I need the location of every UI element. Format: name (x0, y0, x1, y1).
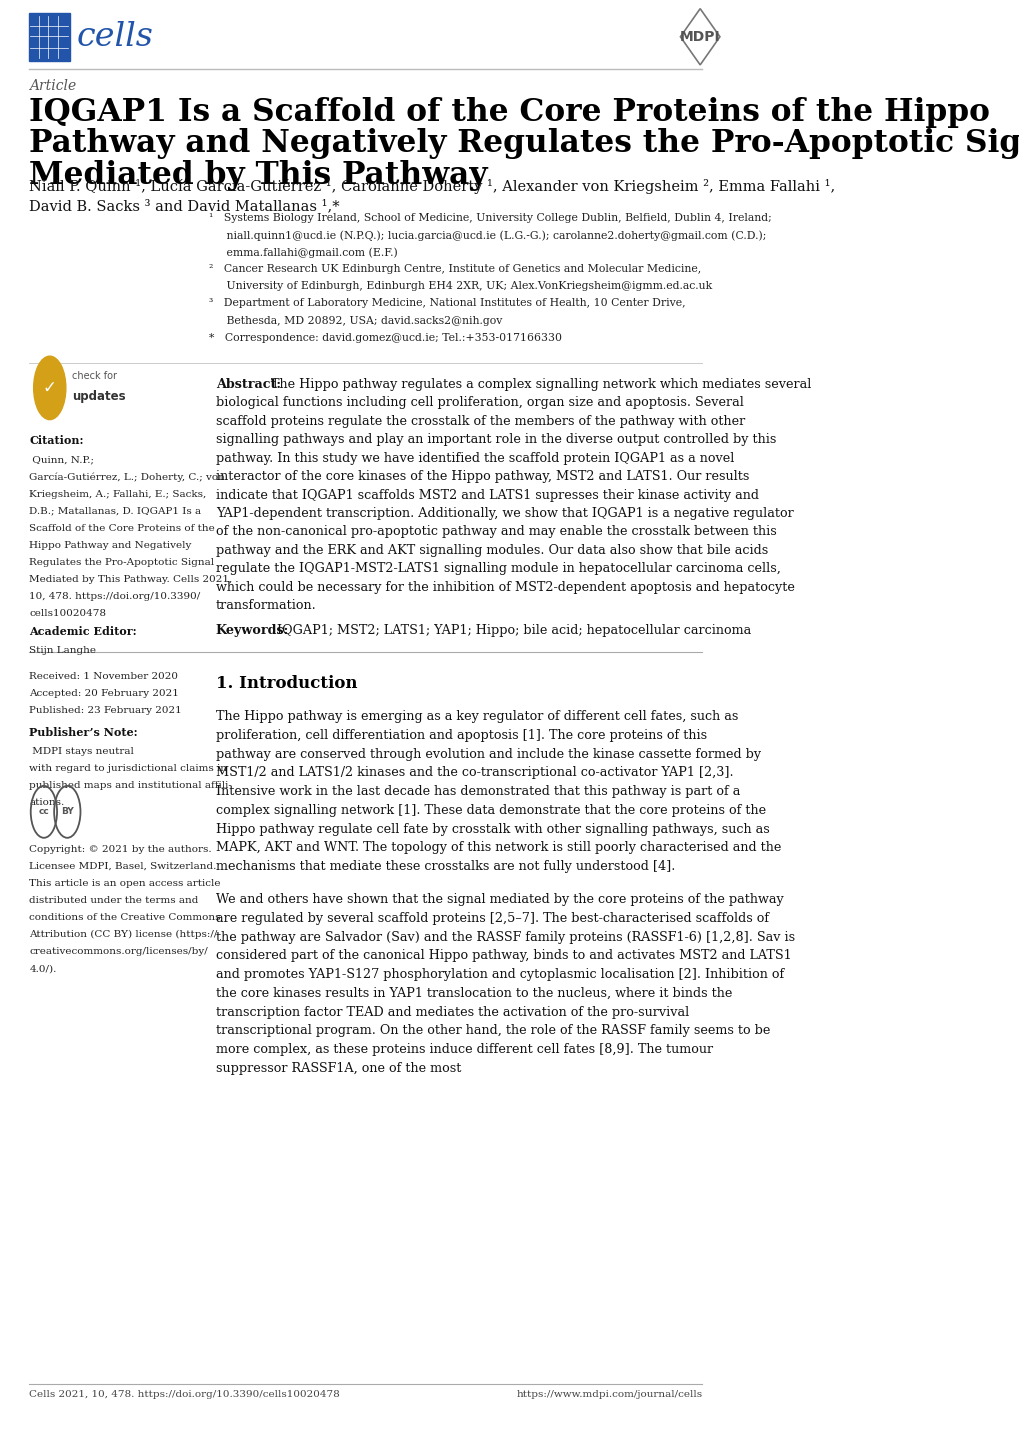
Text: biological functions including cell proliferation, organ size and apoptosis. Sev: biological functions including cell prol… (216, 397, 743, 410)
Text: creativecommons.org/licenses/by/: creativecommons.org/licenses/by/ (30, 947, 208, 956)
Text: complex signalling network [1]. These data demonstrate that the core proteins of: complex signalling network [1]. These da… (216, 803, 765, 816)
Text: pathway and the ERK and AKT signalling modules. Our data also show that bile aci: pathway and the ERK and AKT signalling m… (216, 544, 767, 557)
Text: cc: cc (39, 808, 49, 816)
Text: conditions of the Creative Commons: conditions of the Creative Commons (30, 913, 220, 921)
Text: considered part of the canonical Hippo pathway, binds to and activates MST2 and : considered part of the canonical Hippo p… (216, 949, 791, 962)
Text: David B. Sacks ³ and David Matallanas ¹,*: David B. Sacks ³ and David Matallanas ¹,… (30, 199, 339, 213)
Text: Keywords:: Keywords: (216, 623, 288, 636)
Text: suppressor RASSF1A, one of the most: suppressor RASSF1A, one of the most (216, 1061, 461, 1074)
Text: regulate the IQGAP1-MST2-LATS1 signalling module in hepatocellular carcinoma cel: regulate the IQGAP1-MST2-LATS1 signallin… (216, 562, 780, 575)
Text: Citation:: Citation: (30, 435, 84, 447)
Text: Copyright: © 2021 by the authors.: Copyright: © 2021 by the authors. (30, 845, 212, 854)
Text: 1. Introduction: 1. Introduction (216, 675, 357, 692)
Text: *   Correspondence: david.gomez@ucd.ie; Tel.:+353-017166330: * Correspondence: david.gomez@ucd.ie; Te… (208, 333, 561, 343)
Text: Article: Article (30, 79, 76, 94)
Text: niall.quinn1@ucd.ie (N.P.Q.); lucia.garcia@ucd.ie (L.G.-G.); carolanne2.doherty@: niall.quinn1@ucd.ie (N.P.Q.); lucia.garc… (208, 231, 765, 241)
Text: YAP1-dependent transcription. Additionally, we show that IQGAP1 is a negative re: YAP1-dependent transcription. Additional… (216, 508, 793, 521)
Text: Niall P. Quinn ¹, Lucía García-Gutiérrez ¹, Carolanne Doherty ¹, Alexander von K: Niall P. Quinn ¹, Lucía García-Gutiérrez… (30, 179, 835, 193)
Text: ✓: ✓ (43, 379, 57, 397)
Text: Regulates the Pro-Apoptotic Signal: Regulates the Pro-Apoptotic Signal (30, 558, 214, 567)
Text: mechanisms that mediate these crosstalks are not fully understood [4].: mechanisms that mediate these crosstalks… (216, 859, 675, 872)
Text: the pathway are Salvador (Sav) and the RASSF family proteins (RASSF1-6) [1,2,8].: the pathway are Salvador (Sav) and the R… (216, 930, 794, 943)
Text: more complex, as these proteins induce different cell fates [8,9]. The tumour: more complex, as these proteins induce d… (216, 1043, 712, 1056)
Text: updates: updates (71, 389, 125, 404)
Text: transcriptional program. On the other hand, the role of the RASSF family seems t: transcriptional program. On the other ha… (216, 1024, 769, 1037)
Text: https://www.mdpi.com/journal/cells: https://www.mdpi.com/journal/cells (516, 1390, 702, 1399)
Text: Abstract:: Abstract: (216, 378, 280, 391)
Text: Hippo Pathway and Negatively: Hippo Pathway and Negatively (30, 541, 192, 549)
Text: proliferation, cell differentiation and apoptosis [1]. The core proteins of this: proliferation, cell differentiation and … (216, 728, 706, 741)
Text: ³   Department of Laboratory Medicine, National Institutes of Health, 10 Center : ³ Department of Laboratory Medicine, Nat… (208, 298, 685, 309)
Text: BY: BY (61, 808, 73, 816)
Text: the core kinases results in YAP1 translocation to the nucleus, where it binds th: the core kinases results in YAP1 translo… (216, 986, 732, 999)
Text: pathway. In this study we have identified the scaffold protein IQGAP1 as a novel: pathway. In this study we have identifie… (216, 451, 734, 464)
Text: Quinn, N.P.;: Quinn, N.P.; (30, 456, 94, 464)
Text: Publisher’s Note:: Publisher’s Note: (30, 727, 138, 738)
Text: Stijn Langhe: Stijn Langhe (30, 646, 96, 655)
Text: distributed under the terms and: distributed under the terms and (30, 895, 199, 906)
Text: ¹   Systems Biology Ireland, School of Medicine, University College Dublin, Belf: ¹ Systems Biology Ireland, School of Med… (208, 213, 770, 224)
Text: Received: 1 November 2020: Received: 1 November 2020 (30, 672, 178, 681)
Text: Bethesda, MD 20892, USA; david.sacks2@nih.gov: Bethesda, MD 20892, USA; david.sacks2@ni… (208, 316, 501, 326)
Text: scaffold proteins regulate the crosstalk of the members of the pathway with othe: scaffold proteins regulate the crosstalk… (216, 415, 744, 428)
Text: which could be necessary for the inhibition of MST2-dependent apoptosis and hepa: which could be necessary for the inhibit… (216, 581, 794, 594)
Text: published maps and institutional affili-: published maps and institutional affili- (30, 782, 232, 790)
Text: check for: check for (71, 372, 116, 381)
Text: pathway are conserved through evolution and include the kinase cassette formed b: pathway are conserved through evolution … (216, 747, 760, 760)
Text: This article is an open access article: This article is an open access article (30, 880, 220, 888)
Text: Published: 23 February 2021: Published: 23 February 2021 (30, 707, 181, 715)
Text: signalling pathways and play an important role in the diverse output controlled : signalling pathways and play an importan… (216, 433, 775, 446)
Text: Hippo pathway regulate cell fate by crosstalk with other signalling pathways, su: Hippo pathway regulate cell fate by cros… (216, 822, 768, 835)
Text: MDPI: MDPI (680, 30, 719, 43)
Text: Pathway and Negatively Regulates the Pro-Apoptotic Signal: Pathway and Negatively Regulates the Pro… (30, 128, 1019, 159)
Text: with regard to jurisdictional claims in: with regard to jurisdictional claims in (30, 764, 227, 773)
Text: ations.: ations. (30, 797, 64, 808)
Text: cells: cells (76, 20, 154, 53)
Text: Licensee MDPI, Basel, Switzerland.: Licensee MDPI, Basel, Switzerland. (30, 862, 216, 871)
Text: Accepted: 20 February 2021: Accepted: 20 February 2021 (30, 689, 179, 698)
Text: Cells 2021, 10, 478. https://doi.org/10.3390/cells10020478: Cells 2021, 10, 478. https://doi.org/10.… (30, 1390, 339, 1399)
Text: Mediated by This Pathway: Mediated by This Pathway (30, 160, 487, 190)
Text: Intensive work in the last decade has demonstrated that this pathway is part of : Intensive work in the last decade has de… (216, 784, 740, 797)
Text: We and others have shown that the signal mediated by the core proteins of the pa: We and others have shown that the signal… (216, 893, 783, 906)
Text: D.B.; Matallanas, D. IQGAP1 Is a: D.B.; Matallanas, D. IQGAP1 Is a (30, 506, 201, 516)
Text: MDPI stays neutral: MDPI stays neutral (30, 747, 135, 756)
Text: Kriegsheim, A.; Fallahi, E.; Sacks,: Kriegsheim, A.; Fallahi, E.; Sacks, (30, 490, 206, 499)
Text: cells10020478: cells10020478 (30, 609, 106, 617)
Text: The Hippo pathway is emerging as a key regulator of different cell fates, such a: The Hippo pathway is emerging as a key r… (216, 709, 738, 722)
Text: emma.fallahi@gmail.com (E.F.): emma.fallahi@gmail.com (E.F.) (208, 248, 396, 258)
Text: of the non-canonical pro-apoptotic pathway and may enable the crosstalk between : of the non-canonical pro-apoptotic pathw… (216, 525, 775, 538)
Text: 10, 478. https://doi.org/10.3390/: 10, 478. https://doi.org/10.3390/ (30, 591, 201, 601)
Text: transformation.: transformation. (216, 600, 316, 613)
FancyBboxPatch shape (30, 13, 69, 61)
Text: The Hippo pathway regulates a complex signalling network which mediates several: The Hippo pathway regulates a complex si… (270, 378, 810, 391)
Text: University of Edinburgh, Edinburgh EH4 2XR, UK; Alex.VonKriegsheim@igmm.ed.ac.uk: University of Edinburgh, Edinburgh EH4 2… (208, 281, 711, 291)
Text: IQGAP1 Is a Scaffold of the Core Proteins of the Hippo: IQGAP1 Is a Scaffold of the Core Protein… (30, 97, 989, 127)
Text: Attribution (CC BY) license (https://: Attribution (CC BY) license (https:// (30, 930, 217, 939)
Text: Academic Editor:: Academic Editor: (30, 626, 137, 637)
Circle shape (34, 356, 66, 420)
Text: indicate that IQGAP1 scaffolds MST2 and LATS1 supresses their kinase activity an: indicate that IQGAP1 scaffolds MST2 and … (216, 489, 758, 502)
Text: MAPK, AKT and WNT. The topology of this network is still poorly characterised an: MAPK, AKT and WNT. The topology of this … (216, 841, 781, 854)
Text: Scaffold of the Core Proteins of the: Scaffold of the Core Proteins of the (30, 523, 215, 532)
Text: transcription factor TEAD and mediates the activation of the pro-survival: transcription factor TEAD and mediates t… (216, 1005, 689, 1018)
Text: ²   Cancer Research UK Edinburgh Centre, Institute of Genetics and Molecular Med: ² Cancer Research UK Edinburgh Centre, I… (208, 264, 700, 274)
Text: García-Gutiérrez, L.; Doherty, C.; von: García-Gutiérrez, L.; Doherty, C.; von (30, 473, 225, 482)
Text: Mediated by This Pathway. Cells 2021,: Mediated by This Pathway. Cells 2021, (30, 575, 232, 584)
Text: IQGAP1; MST2; LATS1; YAP1; Hippo; bile acid; hepatocellular carcinoma: IQGAP1; MST2; LATS1; YAP1; Hippo; bile a… (276, 623, 750, 636)
Text: MST1/2 and LATS1/2 kinases and the co-transcriptional co-activator YAP1 [2,3].: MST1/2 and LATS1/2 kinases and the co-tr… (216, 766, 733, 779)
Text: interactor of the core kinases of the Hippo pathway, MST2 and LATS1. Our results: interactor of the core kinases of the Hi… (216, 470, 749, 483)
Text: and promotes YAP1-S127 phosphorylation and cytoplasmic localisation [2]. Inhibit: and promotes YAP1-S127 phosphorylation a… (216, 968, 784, 981)
Text: are regulated by several scaffold proteins [2,5–7]. The best-characterised scaff: are regulated by several scaffold protei… (216, 911, 768, 924)
Text: 4.0/).: 4.0/). (30, 965, 57, 973)
